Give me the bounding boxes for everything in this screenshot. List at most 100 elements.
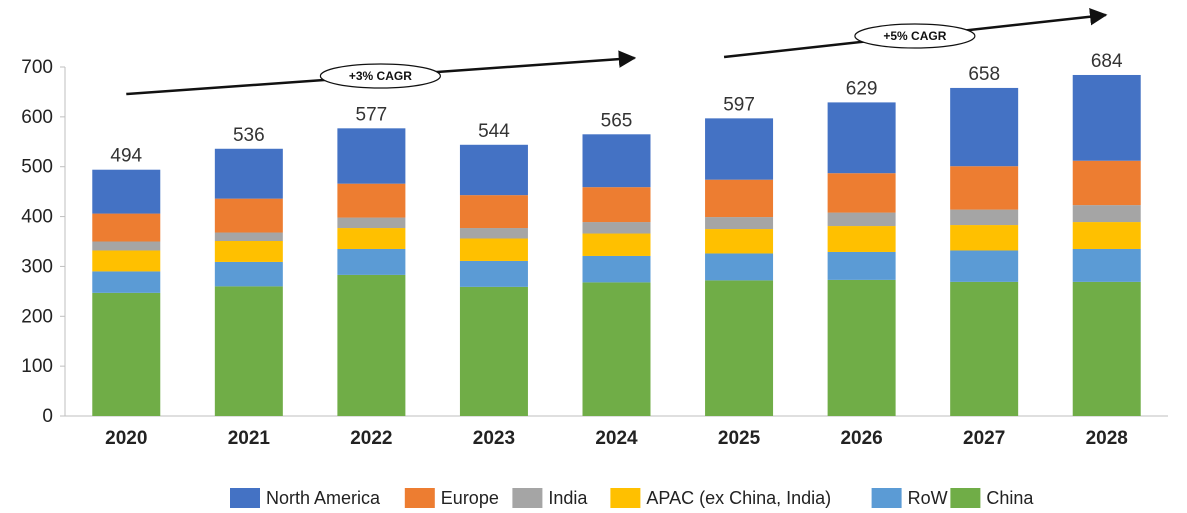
x-tick-label: 2026 — [840, 428, 882, 449]
bar-segment — [337, 274, 406, 416]
x-tick-label: 2020 — [105, 428, 147, 449]
bar-segment — [214, 241, 283, 262]
bar-segment — [827, 251, 896, 280]
total-label: 658 — [968, 64, 1000, 85]
legend: North America Europe India APAC (ex China, … — [230, 488, 1034, 508]
cagr-label: +5% CAGR — [883, 29, 946, 43]
y-tick-label: 700 — [21, 57, 53, 78]
legend-label: Europe — [441, 488, 499, 508]
bar-segment — [950, 166, 1019, 210]
bar-segment — [582, 134, 651, 188]
bar-segment — [92, 169, 161, 214]
bar-segment — [827, 226, 896, 252]
bar-segment — [1072, 160, 1141, 206]
cagr-ellipse — [854, 23, 976, 49]
bar-segment — [582, 255, 651, 283]
legend-swatch — [950, 488, 981, 508]
total-label: 577 — [356, 104, 388, 125]
x-tick-label: 2022 — [350, 428, 392, 449]
bar-segment — [827, 212, 896, 227]
bar-segment — [337, 128, 406, 184]
bar-segment — [1072, 248, 1141, 282]
bar-segment — [950, 250, 1019, 282]
bar-segment — [1072, 281, 1141, 416]
legend-label: India — [548, 488, 588, 508]
total-label: 684 — [1091, 51, 1123, 72]
y-tick-label: 600 — [21, 107, 53, 128]
bar-segment — [1072, 205, 1141, 223]
x-tick-label: 2027 — [963, 428, 1005, 449]
legend-swatch — [871, 488, 902, 508]
bar-segment — [337, 183, 406, 218]
legend-swatch — [404, 488, 435, 508]
y-tick-label: 0 — [42, 406, 53, 427]
bar-segment — [214, 286, 283, 416]
cagr-ellipse — [319, 63, 441, 89]
bar-segment — [950, 209, 1019, 226]
bar-segment — [459, 286, 528, 416]
x-tick-label: 2024 — [595, 428, 638, 449]
bar-segment — [705, 229, 774, 254]
bar-segment — [214, 232, 283, 242]
total-label: 565 — [601, 110, 633, 131]
bar-segment — [582, 282, 651, 416]
bar-segment — [92, 250, 161, 272]
bar-segment — [214, 261, 283, 287]
legend-swatch — [610, 488, 641, 508]
bar-segment — [214, 148, 283, 199]
bar-segment — [337, 248, 406, 275]
legend-swatch — [512, 488, 543, 508]
bar-segment — [459, 195, 528, 229]
cagr-label: +3% CAGR — [349, 69, 412, 83]
bars — [92, 74, 1141, 416]
legend-label: North America — [266, 488, 381, 508]
bar-segment — [459, 260, 528, 287]
total-label: 494 — [110, 146, 142, 167]
bar-segment — [827, 102, 896, 174]
bar-segment — [214, 198, 283, 233]
legend-label: China — [986, 488, 1034, 508]
y-tick-label: 100 — [21, 356, 53, 377]
x-tick-label: 2023 — [473, 428, 515, 449]
bar-segment — [459, 238, 528, 261]
y-tick-label: 300 — [21, 256, 53, 277]
y-tick-label: 400 — [21, 207, 53, 228]
y-tick-label: 500 — [21, 157, 53, 178]
bar-segment — [827, 173, 896, 213]
bar-segment — [92, 241, 161, 251]
bar-segment — [950, 281, 1019, 416]
bar-segment — [950, 87, 1019, 167]
bar-segment — [459, 228, 528, 239]
legend-label: APAC (ex China, India) — [646, 488, 831, 508]
bar-segment — [459, 144, 528, 196]
total-label: 597 — [723, 94, 755, 115]
total-label: 536 — [233, 125, 265, 146]
bar-segment — [582, 222, 651, 234]
bar-segment — [705, 253, 774, 281]
axes: 0 100 200 300 400 500 600 700 2020 2021 2022 2023 20… — [21, 57, 1168, 449]
x-tick-label: 2021 — [228, 428, 271, 449]
total-label: 629 — [846, 78, 878, 99]
bar-segment — [827, 279, 896, 416]
bar-segment — [950, 225, 1019, 251]
x-tick-label: 2028 — [1086, 428, 1128, 449]
bar-segment — [337, 217, 406, 229]
bar-segment — [582, 187, 651, 223]
bar-segment — [1072, 74, 1141, 161]
total-label: 544 — [478, 121, 510, 142]
bar-segment — [92, 271, 161, 293]
total-labels: 494 536 577 544 565 597 629 658 684 — [110, 51, 1123, 167]
x-tick-label: 2025 — [718, 428, 761, 449]
bar-segment — [337, 228, 406, 249]
bar-segment — [92, 292, 161, 416]
bar-segment — [705, 280, 774, 416]
legend-label: RoW — [908, 488, 948, 508]
bar-segment — [705, 179, 774, 218]
bar-segment — [705, 118, 774, 180]
bar-segment — [92, 213, 161, 242]
bar-segment — [1072, 222, 1141, 249]
bar-segment — [582, 233, 651, 256]
bar-segment — [705, 217, 774, 230]
